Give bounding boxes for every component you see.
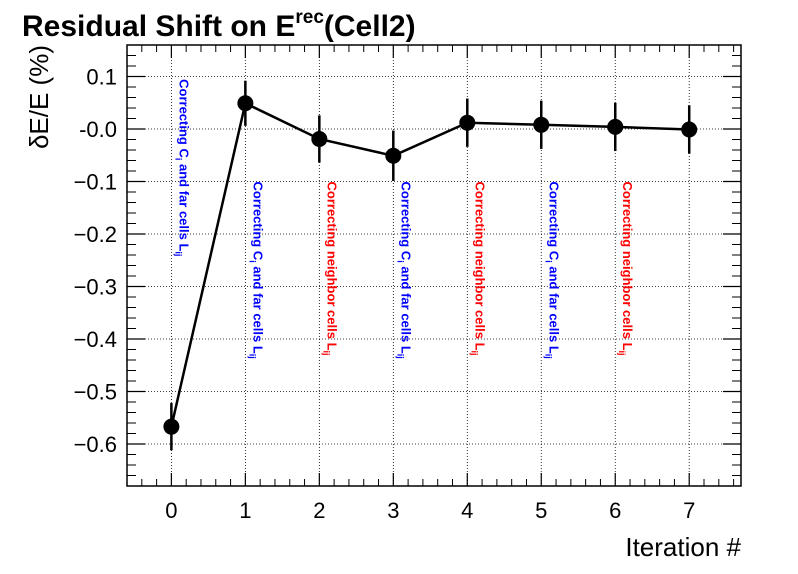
annotation-subscript: ij bbox=[469, 351, 479, 356]
iteration-annotation: Correcting Ci and far cells Lij bbox=[173, 79, 191, 256]
y-tick-label: −0.5 bbox=[74, 380, 117, 405]
data-point bbox=[533, 116, 550, 133]
x-tick-label: 0 bbox=[165, 498, 177, 523]
series-line bbox=[170, 101, 690, 427]
x-tick-label: 2 bbox=[313, 498, 325, 523]
annotation-text: Correcting neighbor cells L bbox=[324, 182, 339, 351]
iteration-annotation: Correcting Ci and far cells Lij bbox=[395, 182, 413, 359]
annotation-text: Correcting neighbor cells L bbox=[472, 182, 487, 351]
chart-title-superscript: rec bbox=[295, 7, 324, 28]
annotation-subscript: ij bbox=[247, 354, 257, 359]
annotation-text-continued: and far cells L bbox=[546, 263, 561, 354]
y-tick-label: −0.3 bbox=[74, 275, 117, 300]
annotation-subscript: ij bbox=[617, 351, 627, 356]
x-tick-label: 1 bbox=[239, 498, 251, 523]
tick-layer: 0 1 2 3 4 5 6 7 0.1 -0.0 −0.1 −0.2 −0.3 −0.4 −0.5 −0.6 bbox=[74, 44, 741, 523]
x-axis-label: Iteration # bbox=[625, 532, 741, 562]
iteration-annotation: Correcting neighbor cells Lij bbox=[469, 182, 487, 356]
annotation-text-continued: and far cells L bbox=[176, 160, 191, 251]
data-point bbox=[681, 121, 698, 138]
x-tick-label: 6 bbox=[609, 498, 621, 523]
iteration-annotation: Correcting neighbor cells Lij bbox=[617, 182, 635, 356]
annotation-text: Correcting C bbox=[546, 182, 561, 261]
y-tick-label: -0.0 bbox=[79, 117, 117, 142]
data-point bbox=[607, 118, 624, 135]
data-point bbox=[163, 418, 180, 435]
y-tick-label: −0.2 bbox=[74, 222, 117, 247]
chart-title: Residual Shift on Erec(Cell2) bbox=[22, 7, 416, 43]
chart-title-main: Residual Shift on E bbox=[22, 10, 295, 43]
x-tick-label: 5 bbox=[535, 498, 547, 523]
annotation-subscript: ij bbox=[321, 351, 331, 356]
data-point bbox=[385, 147, 402, 164]
annotation-subscript: ij bbox=[395, 354, 405, 359]
plot-frame bbox=[126, 44, 742, 487]
x-tick-label: 3 bbox=[387, 498, 399, 523]
annotation-text: Correcting neighbor cells L bbox=[620, 182, 635, 351]
annotation-text-continued: and far cells L bbox=[398, 263, 413, 354]
annotation-text: Correcting C bbox=[398, 182, 413, 261]
annotation-subscript: i bbox=[395, 260, 405, 263]
y-tick-label: −0.4 bbox=[74, 327, 117, 352]
iteration-annotation: Correcting Ci and far cells Lij bbox=[247, 182, 265, 359]
annotation-subscript: i bbox=[173, 158, 183, 161]
annotation-text: Correcting C bbox=[176, 79, 191, 158]
chart-title-suffix: (Cell2) bbox=[324, 10, 416, 43]
data-point bbox=[459, 114, 476, 131]
annotation-subscript: i bbox=[247, 260, 257, 263]
grid-layer bbox=[127, 45, 741, 486]
annotation-subscript: i bbox=[543, 260, 553, 263]
y-tick-label: 0.1 bbox=[86, 65, 117, 90]
iteration-annotation: Correcting Ci and far cells Lij bbox=[543, 182, 561, 359]
y-tick-label: −0.6 bbox=[74, 432, 117, 457]
annotation-subscript: ij bbox=[543, 354, 553, 359]
iteration-annotation: Correcting neighbor cells Lij bbox=[321, 182, 339, 356]
y-axis-label: δE/E (%) bbox=[24, 45, 54, 149]
x-tick-label: 4 bbox=[461, 498, 473, 523]
annotation-subscript: ij bbox=[173, 251, 183, 256]
annotation-text: Correcting C bbox=[250, 182, 265, 261]
data-layer bbox=[163, 80, 698, 451]
x-tick-label: 7 bbox=[683, 498, 695, 523]
data-point bbox=[237, 95, 254, 112]
data-point bbox=[311, 130, 328, 147]
y-tick-label: −0.1 bbox=[74, 170, 117, 195]
annotation-layer: Correcting Ci and far cells Lij Correctin… bbox=[173, 79, 635, 359]
annotation-text-continued: and far cells L bbox=[250, 263, 265, 354]
